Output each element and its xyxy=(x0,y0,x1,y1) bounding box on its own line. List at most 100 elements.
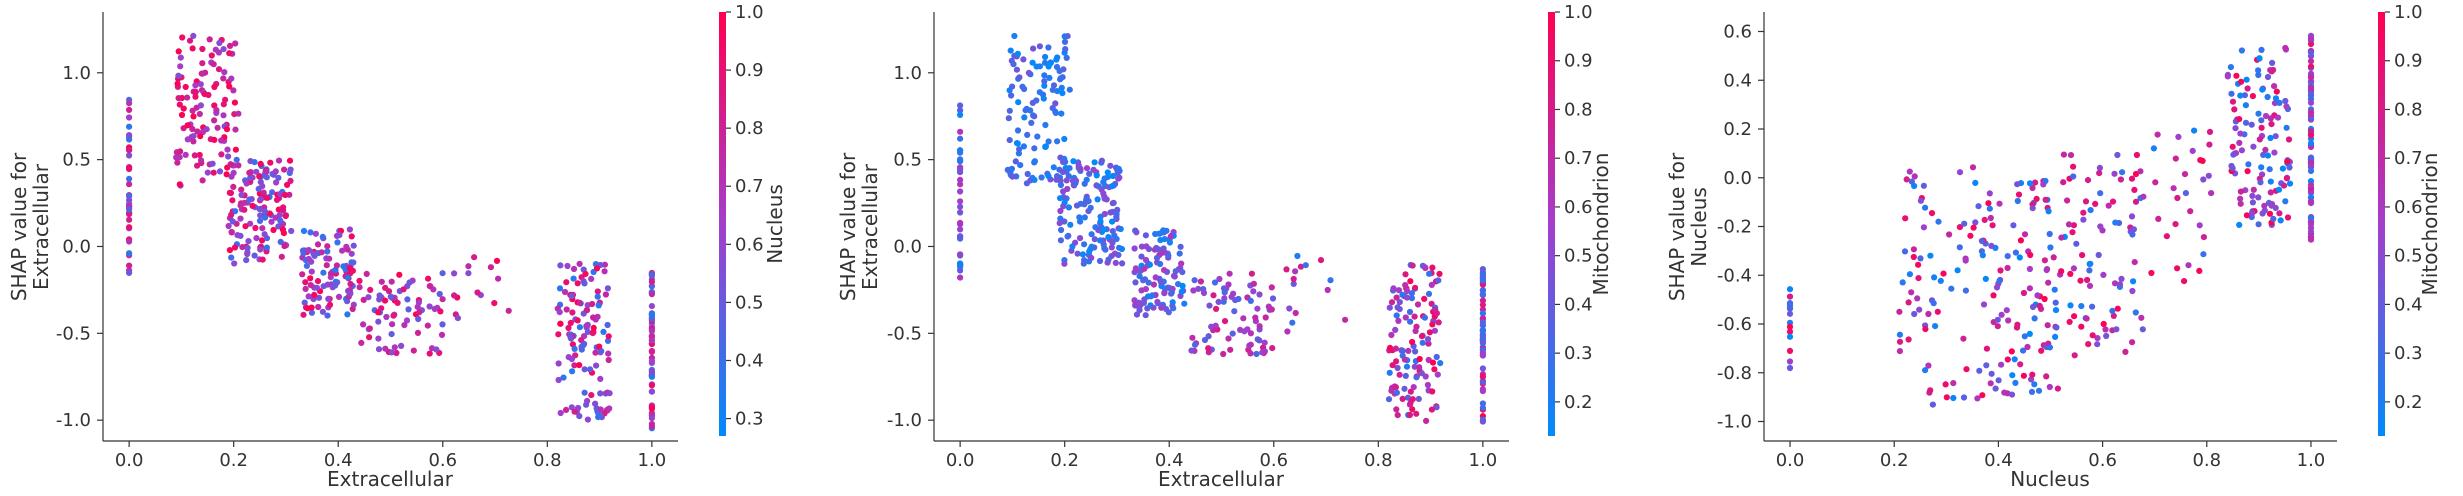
scatter-point xyxy=(592,349,599,356)
scatter-point xyxy=(356,284,363,291)
scatter-point xyxy=(1135,299,1143,306)
scatter-point xyxy=(1052,108,1059,115)
scatter-point xyxy=(2043,373,2050,380)
scatter-point xyxy=(1113,235,1120,243)
scatter-point xyxy=(389,321,396,328)
scatter-point xyxy=(957,107,964,114)
scatter-point xyxy=(204,169,211,176)
scatter-point xyxy=(2044,322,2051,329)
scatter-point xyxy=(197,81,204,88)
scatter-point xyxy=(1431,327,1438,334)
scatter-point xyxy=(1141,296,1148,303)
scatter-point xyxy=(196,151,203,159)
scatter-point xyxy=(1911,310,1918,318)
scatter-point xyxy=(2261,207,2268,214)
scatter-point xyxy=(2283,175,2290,182)
scatter-point xyxy=(1786,347,1794,354)
scatter-point xyxy=(565,324,572,332)
scatter-point xyxy=(2044,266,2051,273)
scatter-point xyxy=(1178,260,1185,267)
scatter-point xyxy=(569,368,576,375)
scatter-point xyxy=(2264,73,2272,81)
scatter-point xyxy=(199,60,206,67)
scatter-point xyxy=(1989,222,1996,229)
scatter-point xyxy=(1269,295,1277,302)
scatter-point xyxy=(308,309,315,316)
scatter-point xyxy=(1421,264,1428,271)
scatter-point xyxy=(2011,356,2018,363)
scatter-point xyxy=(2042,196,2049,203)
scatter-point xyxy=(1920,182,1927,189)
scatter-point xyxy=(382,297,389,304)
scatter-point xyxy=(191,152,198,159)
colorbar-tick-label: 1.0 xyxy=(735,2,764,23)
scatter-point xyxy=(561,288,569,296)
scatter-point xyxy=(1152,274,1159,281)
scatter-point xyxy=(1392,384,1399,391)
colorbar-tick-label: 0.7 xyxy=(1564,148,1593,169)
scatter-point xyxy=(604,321,611,329)
scatter-point xyxy=(1979,392,1986,399)
scatter-point xyxy=(340,263,347,270)
scatter-point xyxy=(1896,338,1904,345)
scatter-point xyxy=(1433,353,1440,361)
scatter-point xyxy=(182,151,189,158)
scatter-point xyxy=(1081,214,1088,221)
scatter-point xyxy=(2236,116,2243,123)
scatter-point xyxy=(1080,260,1087,267)
scatter-point xyxy=(2199,157,2206,164)
scatter-point xyxy=(257,212,264,219)
scatter-point xyxy=(583,401,590,408)
scatter-point xyxy=(1905,336,1912,343)
scatter-point xyxy=(259,225,266,232)
scatter-point xyxy=(588,392,595,399)
scatter-point xyxy=(604,285,612,292)
x-tick-label: 0.8 xyxy=(1364,450,1393,471)
scatter-point xyxy=(2012,379,2019,386)
scatter-point xyxy=(390,312,397,319)
scatter-point xyxy=(1188,347,1195,354)
scatter-point xyxy=(1932,323,1939,330)
scatter-point xyxy=(1093,172,1100,179)
scatter-point xyxy=(1028,119,1035,126)
scatter-point xyxy=(2058,268,2065,275)
scatter-point xyxy=(1428,281,1435,288)
scatter-point xyxy=(1166,239,1173,246)
scatter-point xyxy=(227,161,234,168)
scatter-point xyxy=(1077,218,1084,225)
scatter-point xyxy=(606,405,613,412)
scatter-point xyxy=(1268,306,1275,313)
scatter-point xyxy=(592,400,599,407)
scatter-point xyxy=(225,222,232,230)
scatter-point xyxy=(2021,231,2029,238)
scatter-point xyxy=(1150,304,1157,311)
scatter-point xyxy=(1041,78,1048,85)
colorbar-ticks-1: 1.0 0.9 0.8 0.7 0.6 0.5 0.4 0.3 xyxy=(726,2,764,430)
scatter-point xyxy=(2139,326,2146,333)
scatter-point xyxy=(308,304,315,311)
scatter-point xyxy=(2244,168,2251,175)
scatter-point xyxy=(1940,270,1947,277)
scatter-point xyxy=(1079,251,1086,258)
scatter-point xyxy=(1006,137,1013,144)
scatter-point xyxy=(594,293,601,300)
scatter-point xyxy=(1946,231,1953,238)
scatter-point xyxy=(403,317,411,324)
scatter-point xyxy=(1008,92,1015,99)
scatter-point xyxy=(1100,190,1107,197)
scatter-point xyxy=(1019,83,1026,90)
scatter-point xyxy=(2229,143,2236,150)
scatter-point xyxy=(2255,110,2262,117)
scatter-point xyxy=(398,342,405,349)
x-axis-label-2: Extracellular xyxy=(1158,467,1285,491)
scatter-point xyxy=(2080,216,2087,223)
scatter-point xyxy=(223,171,230,178)
scatter-point xyxy=(273,179,280,186)
scatter-point xyxy=(1297,263,1304,270)
scatter-point xyxy=(1302,262,1309,269)
scatter-point xyxy=(1986,205,1993,212)
scatter-point xyxy=(2082,198,2090,205)
scatter-point xyxy=(2070,173,2077,180)
dependence-plot-3: 0.0 0.2 0.4 0.6 0.8 1.0 0.6 0.4 0.2 0.0 -0.2 -0.4 -… xyxy=(1665,2,2442,491)
scatter-point xyxy=(1142,232,1149,239)
